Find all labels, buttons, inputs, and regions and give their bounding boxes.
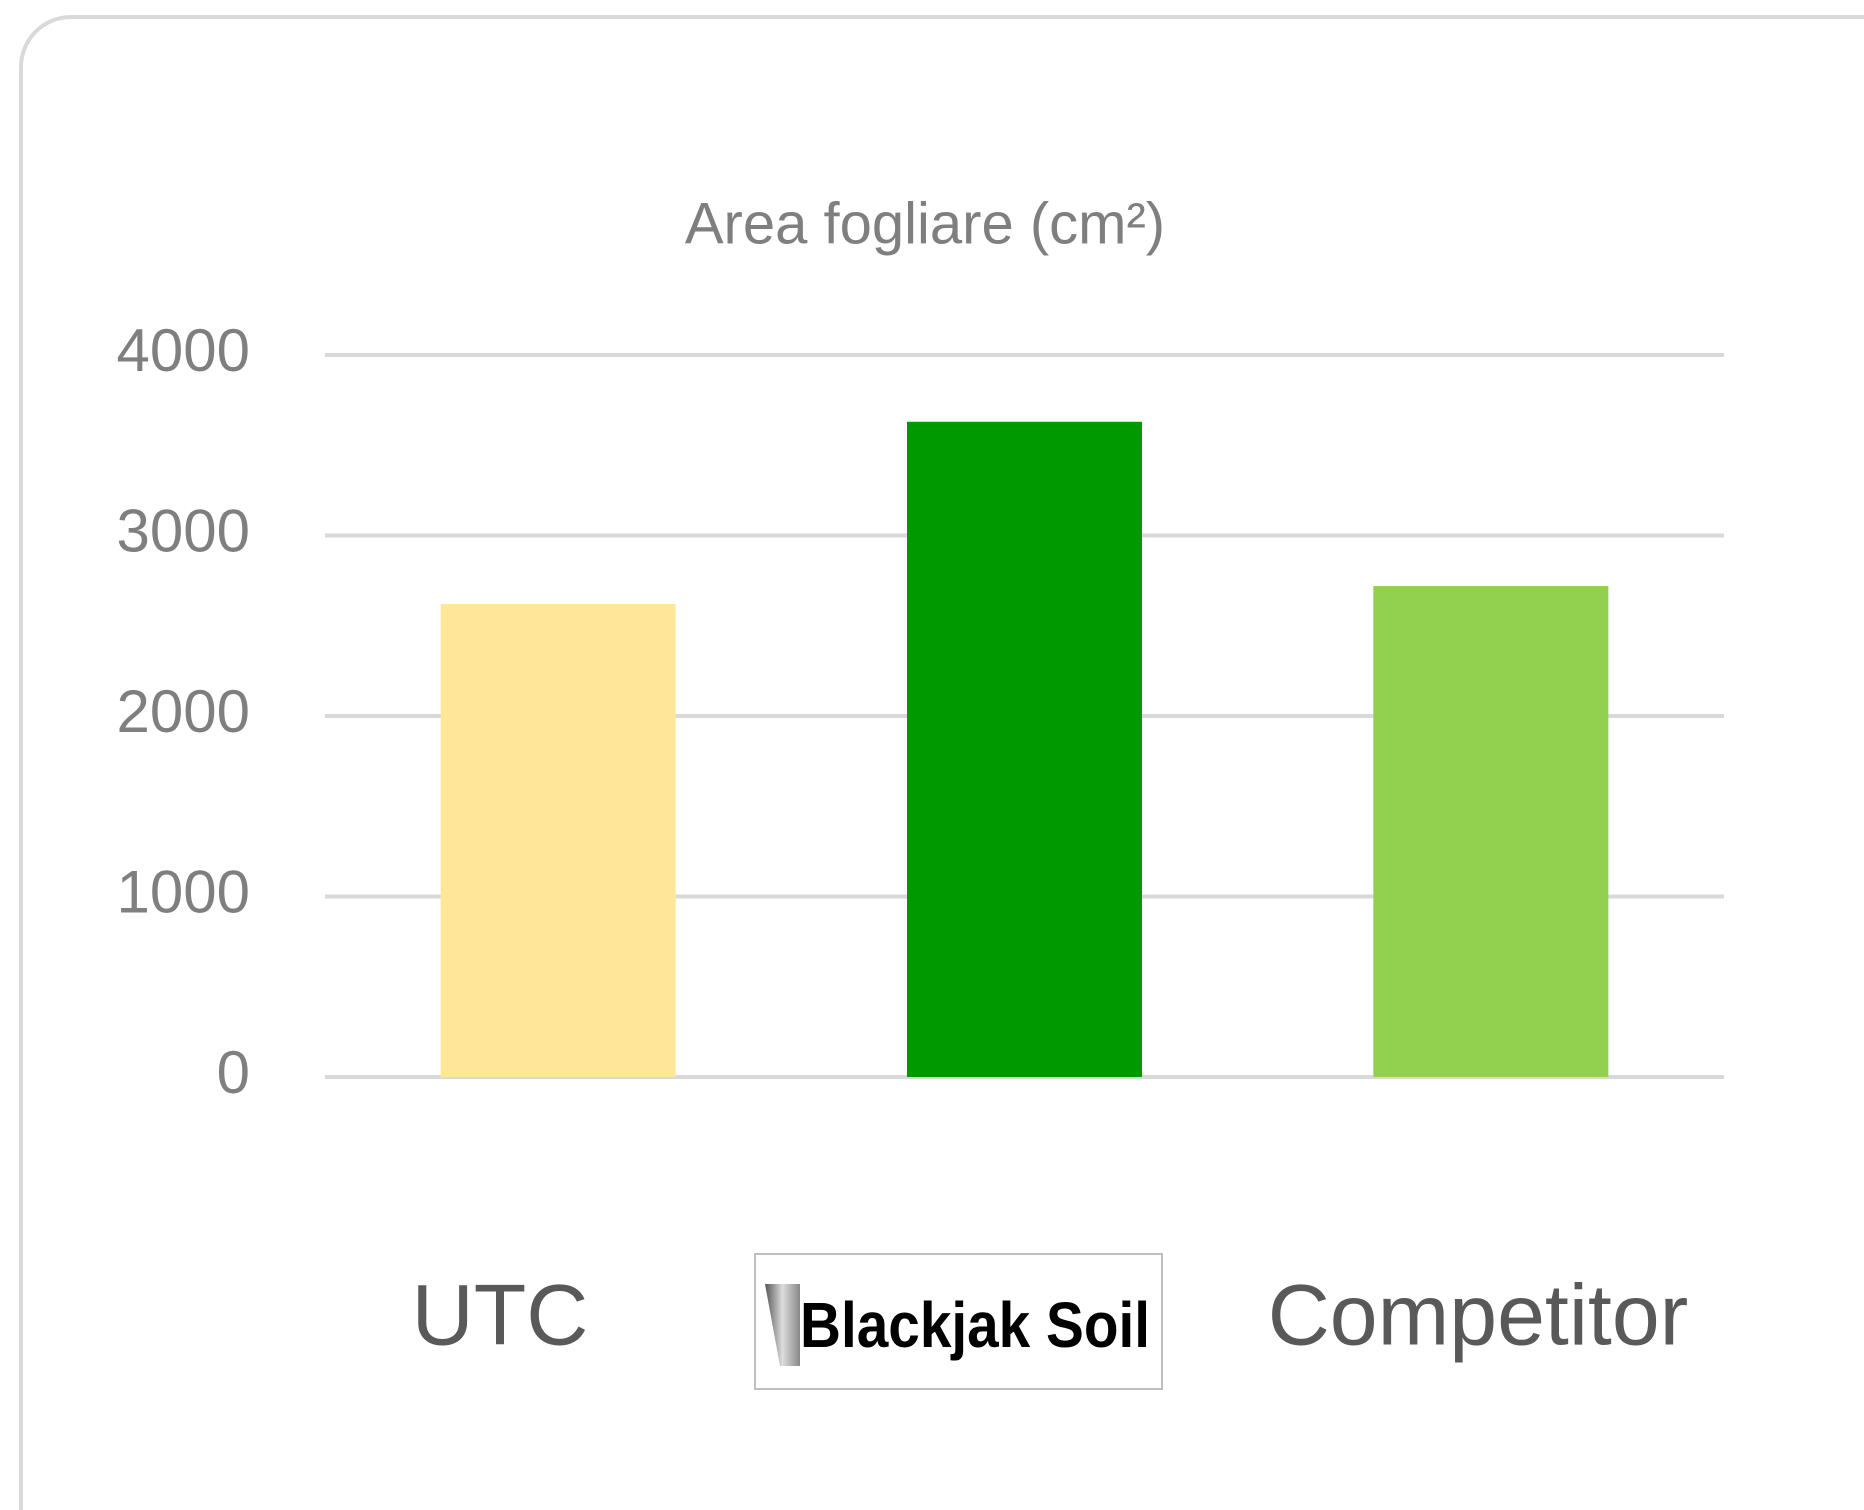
y-tick-label: 2000	[117, 678, 250, 745]
bar	[906, 421, 1143, 1077]
bar	[440, 604, 676, 1077]
logo-label: Blackjak Soil	[754, 1253, 1163, 1390]
x-tick-label: Blackjak Soil	[800, 1289, 1150, 1361]
y-tick-label: 1000	[117, 858, 250, 925]
chart-title: Area fogliare (cm²)	[685, 191, 1165, 256]
logo-shape	[765, 1284, 800, 1366]
x-tick-label: UTC	[412, 1268, 589, 1364]
y-tick-label: 4000	[117, 317, 250, 384]
logo-box	[754, 1253, 1163, 1390]
bar	[1373, 586, 1609, 1077]
y-tick-label: 3000	[117, 497, 250, 564]
y-tick-label: 0	[217, 1039, 250, 1106]
x-tick-label: Competitor	[1268, 1268, 1689, 1364]
